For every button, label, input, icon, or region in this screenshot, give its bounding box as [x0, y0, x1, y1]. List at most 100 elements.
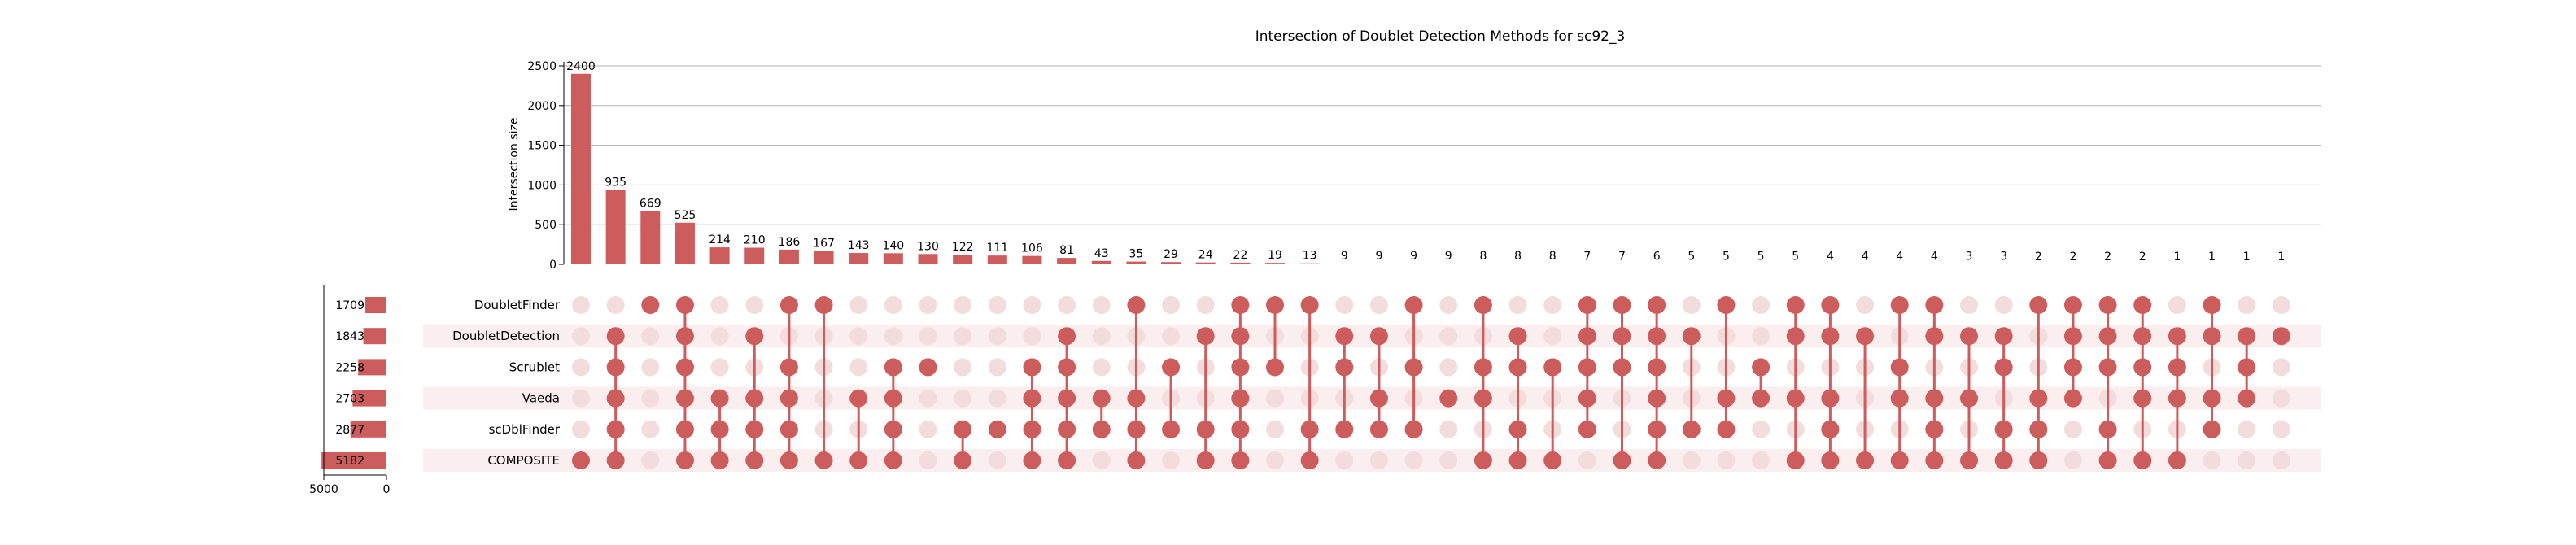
- intersection-bar: [640, 211, 660, 264]
- y-gridlines: [564, 66, 2321, 225]
- matrix-dot-inactive: [919, 421, 937, 438]
- matrix-dot-active: [1405, 358, 1423, 376]
- matrix-dot-inactive: [2273, 358, 2290, 376]
- matrix-dot-inactive: [1543, 327, 1561, 345]
- matrix-dot-active: [2168, 327, 2186, 345]
- matrix-dot-active: [2133, 390, 2151, 408]
- matrix-dot-inactive: [2273, 451, 2290, 469]
- set-name-label: COMPOSITE: [487, 453, 560, 468]
- matrix-dot-active: [1578, 358, 1596, 376]
- matrix-dot-active: [1787, 390, 1805, 408]
- matrix-dot-active: [1891, 451, 1909, 469]
- chart-title: Intersection of Doublet Detection Method…: [1255, 28, 1626, 45]
- matrix-dot-inactive: [1439, 451, 1457, 469]
- matrix-dot-active: [1925, 327, 1943, 345]
- intersection-value-label: 24: [1198, 249, 1213, 262]
- matrix-dot-active: [1787, 327, 1805, 345]
- matrix-dot-active: [1162, 358, 1180, 376]
- matrix-dot-inactive: [1370, 451, 1388, 469]
- matrix-dot-active: [1231, 390, 1249, 408]
- matrix-dot-inactive: [641, 421, 659, 438]
- intersection-value-label: 122: [952, 241, 974, 254]
- matrix-dot-active: [1058, 358, 1076, 376]
- matrix-dot-inactive: [954, 390, 971, 408]
- matrix-dot-active: [2064, 358, 2082, 376]
- intersection-value-label: 2: [2104, 251, 2111, 264]
- matrix-dot-active: [607, 421, 625, 438]
- matrix-dot-active: [2099, 327, 2117, 345]
- matrix-dot-active: [2099, 451, 2117, 469]
- matrix-dot-inactive: [919, 327, 937, 345]
- intersection-value-label: 935: [605, 177, 627, 190]
- intersection-value-label: 2: [2035, 251, 2042, 264]
- matrix-dot-active: [1509, 421, 1527, 438]
- matrix-dot-active: [676, 296, 694, 314]
- matrix-dot-inactive: [884, 327, 902, 345]
- matrix-dot-active: [1439, 390, 1457, 408]
- matrix-dot-active: [607, 327, 625, 345]
- matrix-dot-active: [1648, 358, 1666, 376]
- intersection-value-label: 3: [2000, 251, 2007, 264]
- intersection-bar: [1161, 262, 1181, 264]
- matrix-dot-active: [1127, 296, 1145, 314]
- matrix-dot-inactive: [919, 451, 937, 469]
- matrix-dot-active: [1752, 390, 1770, 408]
- matrix-dot-active: [1335, 358, 1353, 376]
- matrix-dot-active: [2133, 358, 2151, 376]
- intersection-value-label: 4: [1896, 251, 1903, 264]
- matrix-dot-active: [2064, 390, 2082, 408]
- matrix-dot-active: [1301, 296, 1319, 314]
- matrix-dot-active: [1717, 390, 1735, 408]
- matrix-dot-inactive: [1960, 296, 1978, 314]
- matrix-dot-inactive: [919, 390, 937, 408]
- matrix-dot-active: [1093, 421, 1111, 438]
- matrix-dot-inactive: [1093, 451, 1111, 469]
- matrix-dot-active: [2203, 296, 2221, 314]
- matrix-dot-inactive: [1370, 296, 1388, 314]
- intersection-value-label: 669: [640, 198, 661, 211]
- matrix-dot-active: [780, 390, 798, 408]
- matrix-dot-active: [884, 421, 902, 438]
- matrix-dot-active: [780, 296, 798, 314]
- intersection-value-label: 9: [1375, 250, 1382, 263]
- set-name-label: DoubletDetection: [452, 329, 560, 343]
- matrix-dot-active: [2099, 421, 2117, 438]
- matrix-dot-active: [1474, 296, 1492, 314]
- matrix-dot-active: [1023, 421, 1041, 438]
- intersection-value-label: 8: [1514, 250, 1522, 263]
- matrix-dot-inactive: [1717, 451, 1735, 469]
- matrix-dot-active: [1821, 451, 1839, 469]
- matrix-dot-inactive: [849, 327, 867, 345]
- intersection-bar: [814, 251, 834, 264]
- matrix-dot-active: [1335, 421, 1353, 438]
- intersection-value-label: 3: [1966, 251, 1973, 264]
- matrix-dot-active: [954, 421, 971, 438]
- matrix-dot-active: [1960, 327, 1978, 345]
- intersection-value-label: 13: [1303, 250, 1317, 263]
- matrix-dot-active: [1925, 296, 1943, 314]
- matrix-dot-active: [1335, 327, 1353, 345]
- matrix-dot-active: [1613, 327, 1631, 345]
- matrix-dot-inactive: [1266, 421, 1284, 438]
- intersection-value-label: 5: [1687, 251, 1695, 264]
- y-axis-label: Intersection size: [508, 118, 521, 211]
- matrix-dot-active: [1648, 390, 1666, 408]
- matrix-dot-inactive: [2273, 390, 2290, 408]
- matrix-dot-active: [1543, 358, 1561, 376]
- matrix-dot-active: [2203, 327, 2221, 345]
- matrix-dot-active: [2203, 421, 2221, 438]
- matrix-dot-active: [676, 451, 694, 469]
- matrix-dot-active: [1856, 451, 1874, 469]
- matrix-dot-active: [1509, 327, 1527, 345]
- matrix-dot-active: [1405, 421, 1423, 438]
- intersection-bar: [779, 250, 799, 264]
- set-size-bar: [365, 297, 386, 313]
- intersection-value-label: 140: [882, 239, 904, 252]
- matrix-dot-active: [641, 296, 659, 314]
- matrix-dot-active: [1856, 327, 1874, 345]
- matrix-dot-active: [2064, 327, 2082, 345]
- matrix-dot-inactive: [849, 358, 867, 376]
- matrix-dot-inactive: [989, 358, 1006, 376]
